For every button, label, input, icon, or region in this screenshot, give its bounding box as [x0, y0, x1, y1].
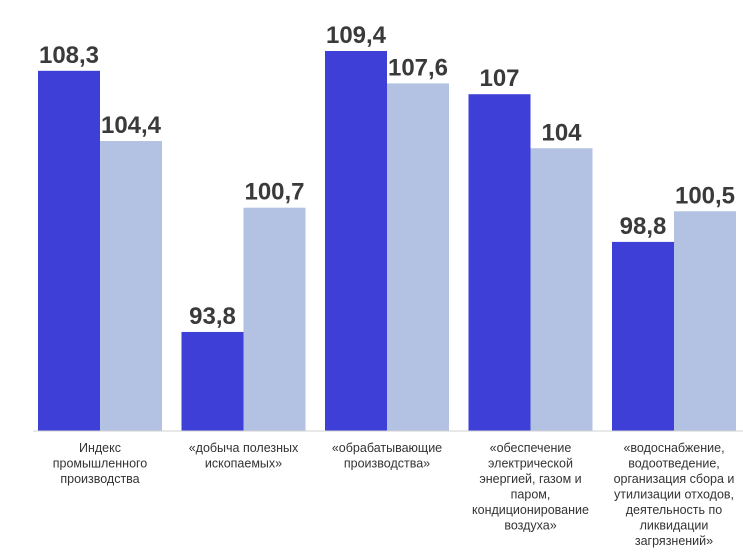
- category-label-2-line-1: «добыча полезных: [189, 441, 299, 455]
- category-labels-layer: Индекс промышленного производства «добыча п…: [53, 441, 735, 548]
- bar-s2-c4: [530, 148, 593, 431]
- category-label-4: «обеспечение электрической энергией, газом…: [472, 441, 589, 533]
- bar-s1-c1: [38, 70, 100, 431]
- value-label-s1-c2: 93,8: [189, 303, 236, 330]
- category-label-4-line-3: энергией, газом и: [479, 472, 581, 486]
- category-label-4-line-5: кондиционирование: [472, 503, 589, 517]
- category-label-4-line-1: «обеспечение: [490, 441, 572, 455]
- category-label-1-line-3: производства: [60, 472, 139, 486]
- bar-s1-c4: [468, 94, 531, 431]
- value-label-s1-c4: 107: [479, 65, 519, 92]
- category-label-3-line-2: производства»: [344, 457, 430, 471]
- category-label-5: «водоснабжение, водоотведение, организация…: [614, 441, 735, 548]
- bar-s1-c3: [325, 51, 387, 431]
- bar-s2-c1: [100, 141, 162, 431]
- category-label-2: «добыча полезных ископаемых»: [189, 441, 299, 471]
- category-label-5-line-4: утилизации отходов,: [614, 488, 734, 502]
- category-label-1-line-2: промышленного: [53, 457, 148, 471]
- category-label-5-line-6: ликвидации: [640, 519, 709, 533]
- category-label-5-line-1: «водоснабжение,: [623, 441, 724, 455]
- category-label-5-line-5: деятельность по: [626, 503, 723, 517]
- bar-s2-c5: [674, 211, 736, 431]
- category-label-4-line-6: воздуха»: [504, 519, 556, 533]
- category-label-4-line-2: электрической: [488, 457, 573, 471]
- category-label-1-line-1: Индекс: [79, 441, 121, 455]
- bar-s2-c2: [243, 207, 306, 431]
- value-label-s1-c1: 108,3: [39, 42, 99, 69]
- bar-s1-c2: [181, 331, 244, 431]
- category-label-3: «обрабатывающие производства»: [332, 441, 442, 471]
- category-label-3-line-1: «обрабатывающие: [332, 441, 442, 455]
- bars-layer: [38, 51, 736, 432]
- value-label-s1-c5: 98,8: [620, 213, 667, 240]
- category-label-1: Индекс промышленного производства: [53, 441, 148, 486]
- value-label-s2-c3: 107,6: [388, 54, 448, 81]
- category-label-2-line-2: ископаемых»: [205, 457, 282, 471]
- value-label-s1-c3: 109,4: [326, 22, 387, 49]
- value-label-s2-c2: 100,7: [244, 179, 304, 206]
- category-label-5-line-2: водоотведение,: [628, 457, 720, 471]
- category-label-5-line-7: загрязнений»: [635, 534, 713, 548]
- value-label-s2-c4: 104: [541, 119, 582, 146]
- value-label-s2-c1: 104,4: [101, 112, 162, 139]
- bar-s1-c5: [612, 241, 674, 431]
- category-label-4-line-4: паром,: [511, 488, 551, 502]
- bar-s2-c3: [387, 83, 449, 432]
- category-label-5-line-3: организация сбора и: [614, 472, 735, 486]
- value-label-s2-c5: 100,5: [675, 182, 735, 209]
